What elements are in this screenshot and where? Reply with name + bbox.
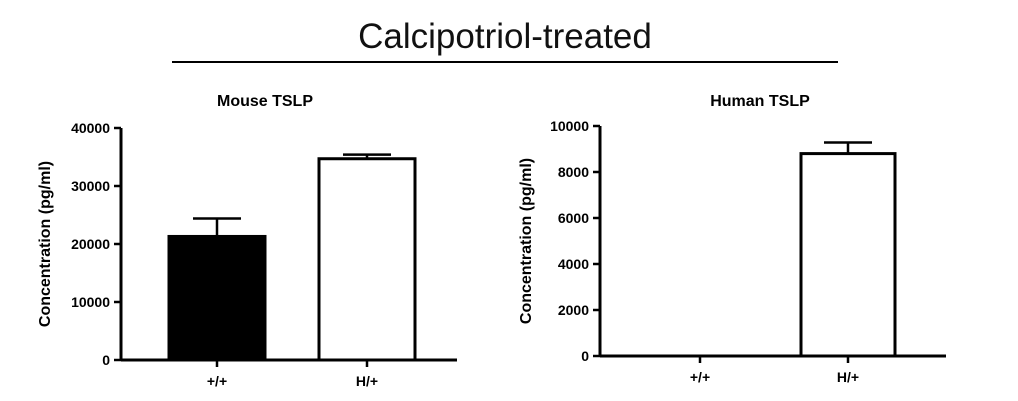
mouse-tslp-y-tick-label: 10000 bbox=[71, 294, 110, 310]
mouse-tslp-y-tick-label: 30000 bbox=[71, 178, 110, 194]
human-tslp-x-tick-label: +/+ bbox=[690, 369, 710, 385]
mouse-tslp-x-tick-label: H/+ bbox=[356, 373, 378, 389]
figure-title: Calcipotriol-treated bbox=[358, 17, 652, 56]
mouse-tslp-panel: Mouse TSLP Concentration (pg/ml) 0 10000 2… bbox=[37, 93, 457, 389]
mouse-tslp-x-tick-label: +/+ bbox=[207, 373, 227, 389]
mouse-tslp-bar bbox=[167, 234, 267, 362]
human-tslp-title: Human TSLP bbox=[710, 93, 810, 110]
mouse-tslp-axes: 0 10000 20000 30000 40000 +/+ H/+ bbox=[71, 120, 457, 389]
mouse-tslp-y-tick-label: 20000 bbox=[71, 236, 110, 252]
human-tslp-y-tick-label: 4000 bbox=[558, 256, 589, 272]
mouse-tslp-y-tick-label: 40000 bbox=[71, 120, 110, 136]
mouse-tslp-y-axis-label: Concentration (pg/ml) bbox=[37, 161, 54, 327]
human-tslp-axes: 0 2000 4000 6000 8000 10000 +/+ H/+ bbox=[550, 118, 946, 385]
human-tslp-y-tick-label: 8000 bbox=[558, 164, 589, 180]
mouse-tslp-bar bbox=[317, 157, 417, 362]
mouse-tslp-title: Mouse TSLP bbox=[217, 93, 313, 110]
human-tslp-panel: Human TSLP Concentration (pg/ml) 0 2000 40… bbox=[518, 93, 946, 385]
human-tslp-x-tick-label: H/+ bbox=[837, 369, 859, 385]
human-tslp-y-tick-label: 6000 bbox=[558, 210, 589, 226]
human-tslp-bar bbox=[799, 152, 897, 358]
human-tslp-y-tick-label: 0 bbox=[581, 348, 589, 364]
mouse-tslp-y-tick-label: 0 bbox=[102, 352, 110, 368]
human-tslp-y-tick-label: 10000 bbox=[550, 118, 589, 134]
human-tslp-y-axis-label: Concentration (pg/ml) bbox=[518, 158, 535, 324]
human-tslp-y-tick-label: 2000 bbox=[558, 302, 589, 318]
